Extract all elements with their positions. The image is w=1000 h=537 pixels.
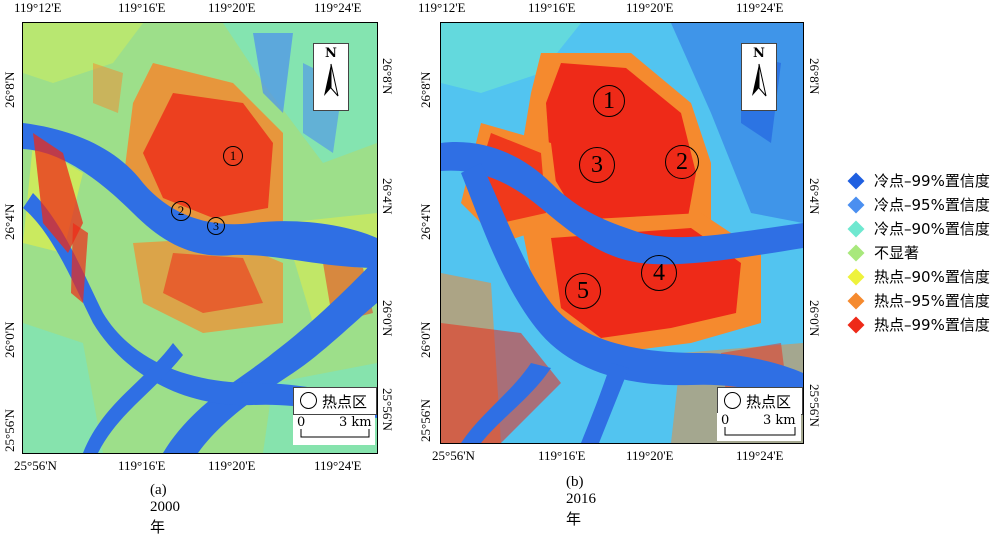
scale-label: 3 km xyxy=(339,415,372,430)
legend-label: 热点–99%置信度 xyxy=(874,316,990,334)
legend-label: 热点–90%置信度 xyxy=(874,268,990,286)
top-tick: 119°12'E xyxy=(14,0,62,15)
top-tick: 119°20'E xyxy=(626,0,674,15)
diamond-icon xyxy=(847,292,865,310)
left-tick: 26°8'N xyxy=(418,71,433,108)
scale-bar-line xyxy=(300,429,370,438)
left-tick: 25°56'N xyxy=(2,409,17,452)
right-tick: 26°0'N xyxy=(380,300,395,337)
circle-icon xyxy=(724,392,741,409)
north-label: N xyxy=(325,46,337,61)
hotspot-marker: 1 xyxy=(593,85,625,117)
circle-icon xyxy=(300,392,317,409)
hotspot-marker: 1 xyxy=(223,146,243,166)
scale-bar: 0 3 km xyxy=(717,413,801,441)
right-tick: 26°8'N xyxy=(807,58,822,95)
bottom-tick: 119°20'E xyxy=(208,458,256,473)
hotspot-marker: 2 xyxy=(665,145,699,179)
top-tick: 119°16'E xyxy=(118,0,166,15)
bottom-tick: 119°16'E xyxy=(118,458,166,473)
bottom-tick: 119°24'E xyxy=(314,458,362,473)
map-2016: 1 2 3 4 5 N 热点区 0 3 km xyxy=(440,22,804,444)
scale-bar-line xyxy=(724,427,796,436)
north-arrow: N xyxy=(313,43,349,111)
hotspot-legend: 热点区 xyxy=(293,387,377,415)
bottom-tick: 119°20'E xyxy=(626,448,674,463)
left-tick: 26°4'N xyxy=(2,203,17,240)
right-tick: 25°56'N xyxy=(380,388,395,431)
bottom-tick: 25°56'N xyxy=(432,448,475,463)
legend-label: 不显著 xyxy=(874,244,920,262)
diamond-icon xyxy=(847,316,865,334)
left-tick: 26°8'N xyxy=(2,71,17,108)
left-tick: 26°0'N xyxy=(2,321,17,358)
right-tick: 26°4'N xyxy=(380,178,395,215)
scale-bar: 0 3 km xyxy=(293,415,375,445)
bottom-tick: 25°56'N xyxy=(14,458,57,473)
left-tick: 25°56'N xyxy=(418,399,433,442)
bottom-tick: 119°24'E xyxy=(736,448,784,463)
legend-label: 热点–95%置信度 xyxy=(874,292,990,310)
top-tick: 119°24'E xyxy=(736,0,784,15)
top-tick: 119°12'E xyxy=(418,0,466,15)
map-2000: 1 2 3 N 热点区 0 3 km xyxy=(22,22,378,454)
panel-caption: (b) 2016年 xyxy=(566,474,596,528)
right-tick: 25°56'N xyxy=(807,384,822,427)
legend-label: 冷点–99%置信度 xyxy=(874,172,990,190)
legend-label: 冷点–95%置信度 xyxy=(874,196,990,214)
legend-label: 冷点–90%置信度 xyxy=(874,220,990,238)
diamond-icon xyxy=(847,220,865,238)
north-arrow-icon xyxy=(324,63,339,97)
bottom-tick: 119°16'E xyxy=(538,448,586,463)
hotspot-legend: 热点区 xyxy=(717,387,803,415)
north-arrow-icon xyxy=(752,63,767,97)
right-tick: 26°4'N xyxy=(807,178,822,215)
north-arrow: N xyxy=(741,43,777,111)
diamond-icon xyxy=(847,268,865,286)
scale-zero: 0 xyxy=(297,415,306,430)
north-label: N xyxy=(753,46,765,61)
hotspot-marker: 4 xyxy=(641,255,677,291)
right-tick: 26°0'N xyxy=(807,300,822,337)
top-tick: 119°16'E xyxy=(528,0,576,15)
diamond-icon xyxy=(847,172,865,190)
diamond-icon xyxy=(847,244,865,262)
hotspot-marker: 3 xyxy=(579,147,615,183)
top-tick: 119°20'E xyxy=(208,0,256,15)
hotspot-marker: 5 xyxy=(565,273,601,309)
top-tick: 119°24'E xyxy=(314,0,362,15)
hotspot-legend-label: 热点区 xyxy=(322,393,368,411)
right-tick: 26°8'N xyxy=(380,58,395,95)
diamond-icon xyxy=(847,196,865,214)
hotspot-marker: 2 xyxy=(171,201,191,221)
left-tick: 26°4'N xyxy=(418,203,433,240)
hotspot-marker: 3 xyxy=(207,217,225,235)
panel-caption: (a) 2000年 xyxy=(150,482,180,536)
hotspot-legend-label: 热点区 xyxy=(746,393,792,411)
scale-label: 3 km xyxy=(763,413,796,428)
left-tick: 26°0'N xyxy=(418,321,433,358)
scale-zero: 0 xyxy=(721,413,730,428)
